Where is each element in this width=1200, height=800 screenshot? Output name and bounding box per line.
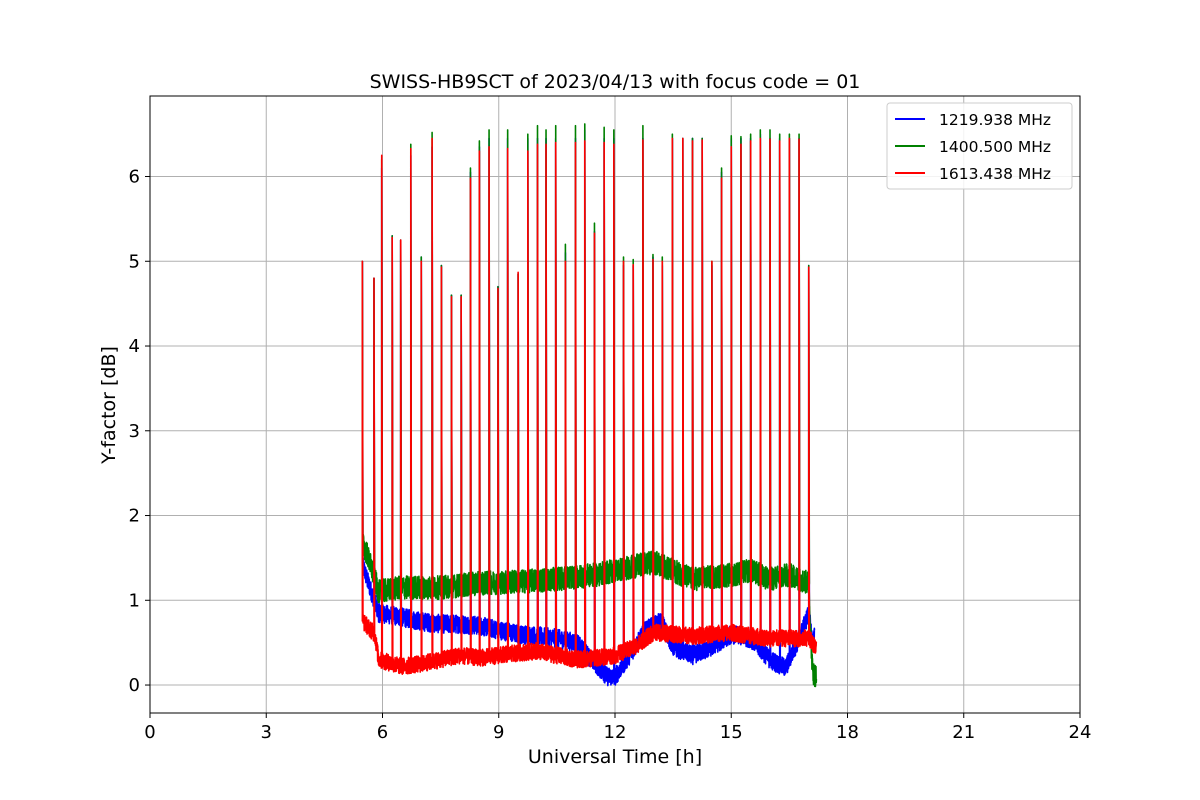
chart-title: SWISS-HB9SCT of 2023/04/13 with focus co…	[370, 71, 861, 93]
legend-label: 1400.500 MHz	[939, 138, 1051, 156]
y-tick-label: 3	[129, 421, 140, 442]
y-axis-ticks: 0 1 2 3 4 5 6	[129, 167, 150, 696]
legend-label: 1219.938 MHz	[939, 111, 1051, 129]
x-tick-label: 15	[720, 722, 743, 743]
y-tick-label: 4	[129, 336, 140, 357]
x-tick-label: 24	[1069, 722, 1092, 743]
x-tick-label: 21	[952, 722, 975, 743]
y-tick-label: 0	[129, 675, 140, 696]
y-tick-label: 6	[129, 167, 140, 188]
series-layer	[361, 123, 818, 688]
legend-label: 1613.438 MHz	[939, 165, 1051, 183]
x-tick-label: 0	[144, 722, 155, 743]
x-axis-ticks: 0 3 6 9 12 15 18 21 24	[144, 713, 1091, 743]
x-axis-title: Universal Time [h]	[528, 746, 702, 768]
y-tick-label: 1	[129, 590, 140, 611]
y-axis-title: Y-factor [dB]	[98, 346, 120, 465]
x-tick-label: 9	[493, 722, 504, 743]
x-tick-label: 12	[604, 722, 627, 743]
legend-box	[886, 102, 1073, 190]
x-tick-label: 18	[836, 722, 859, 743]
x-tick-label: 3	[261, 722, 272, 743]
y-tick-label: 5	[129, 251, 140, 272]
legend: 1219.938 MHz 1400.500 MHz 1613.438 MHz	[886, 102, 1073, 190]
x-tick-label: 6	[377, 722, 388, 743]
y-tick-label: 2	[129, 506, 140, 527]
series-line-2	[361, 137, 818, 676]
